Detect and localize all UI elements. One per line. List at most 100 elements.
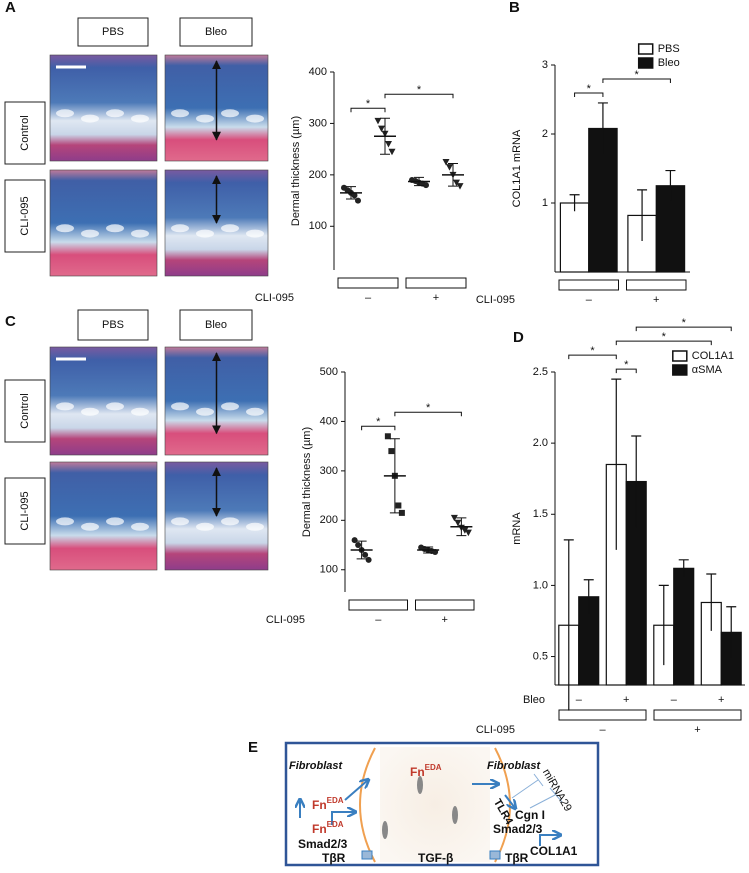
y-tick-label: 400 [320, 415, 338, 427]
error-bar [678, 559, 689, 577]
significance-bracket [602, 78, 671, 83]
column-header-box [77, 17, 149, 47]
row-header: CLI-095 [19, 196, 31, 235]
error-bar [665, 169, 676, 201]
y-tick-label: 100 [320, 564, 338, 576]
micrograph-feature [171, 517, 189, 526]
data-point [378, 125, 385, 133]
micrograph-feature [221, 224, 239, 233]
micrograph-feature [171, 109, 189, 118]
data-point [351, 192, 358, 199]
data-point [464, 529, 472, 537]
data-point [388, 448, 395, 455]
micrograph-feature [221, 109, 239, 118]
data-point [384, 433, 391, 440]
column-header: Bleo [205, 319, 227, 331]
data-point [395, 502, 402, 509]
micrograph-feature [81, 522, 99, 531]
legend-swatch [672, 364, 688, 376]
error-bar [380, 117, 390, 155]
diagram-label: TβR [322, 851, 346, 865]
micrograph-feature [131, 522, 149, 531]
panel-label: E [248, 739, 258, 756]
error-bar [583, 579, 594, 614]
data-point [454, 519, 462, 527]
micrograph-feature [196, 522, 214, 531]
group-label: – [365, 292, 372, 304]
micrograph-feature [81, 114, 99, 123]
data-point [351, 537, 358, 544]
group-label: – [375, 614, 382, 626]
data-point [398, 509, 405, 516]
column-header: PBS [102, 26, 124, 38]
column-header-box [179, 309, 253, 341]
x-tick-label: + [718, 694, 724, 706]
significance-label: * [590, 345, 595, 357]
data-point [355, 197, 361, 204]
micrograph-feature [171, 224, 189, 233]
cell-label: Fibroblast [487, 760, 542, 772]
y-tick-label: 200 [320, 514, 338, 526]
micrograph-feature [196, 229, 214, 238]
micrograph-feature [196, 114, 214, 123]
data-point [365, 556, 372, 563]
data-point [388, 148, 396, 156]
matrix [380, 747, 490, 862]
receptor [489, 850, 501, 860]
group-label: + [442, 614, 448, 626]
inhibition [529, 787, 563, 809]
micrograph-feature [171, 402, 189, 411]
fiber [417, 776, 423, 794]
micrograph-feature [106, 402, 124, 411]
group-bracket [558, 709, 647, 721]
fiber [452, 806, 458, 824]
y-tick-label: 300 [309, 117, 327, 129]
row-header-box [4, 101, 46, 165]
error-bar [637, 189, 648, 241]
significance-label: * [417, 84, 422, 96]
diagram-label: Cgn I [515, 808, 545, 822]
label-text: Fn [410, 765, 425, 779]
error-bar [423, 546, 434, 554]
error-bar [706, 573, 717, 631]
data-point [385, 141, 392, 148]
membrane [359, 747, 376, 863]
y-tick-label: 100 [309, 220, 327, 232]
panel-label: B [509, 0, 520, 16]
y-tick-label: 2.5 [533, 366, 548, 378]
y-tick-label: 400 [309, 66, 327, 78]
group-label: + [653, 294, 659, 306]
group-label: – [586, 294, 593, 306]
data-point [446, 164, 453, 171]
error-bar [611, 378, 622, 550]
label-sup: EDA [327, 820, 344, 829]
group-axis-label: CLI-095 [476, 724, 515, 736]
diagram-label: FnEDA [312, 796, 344, 812]
significance-label: * [635, 69, 640, 81]
diagram-label: TβR [505, 851, 529, 865]
cell-label: Fibroblast [289, 760, 344, 772]
y-tick-label: 0.5 [533, 650, 548, 662]
micrograph-feature [56, 109, 74, 118]
legend-label: COL1A1 [692, 350, 734, 362]
micrograph-feature [221, 402, 239, 411]
significance-bracket [568, 354, 617, 360]
group-bracket [337, 277, 399, 289]
y-tick-label: 300 [320, 465, 338, 477]
error-bar [631, 435, 642, 528]
panel-label: C [5, 313, 16, 330]
label-text: Fn [312, 822, 327, 836]
bar [559, 202, 590, 273]
y-tick-label: 1.0 [533, 579, 548, 591]
group-label: + [433, 292, 439, 304]
significance-bracket [394, 411, 462, 417]
inhibition [511, 773, 544, 799]
group-label: – [599, 724, 606, 736]
significance-label: * [662, 331, 667, 343]
significance-label: * [587, 83, 592, 95]
significance-bracket [615, 368, 637, 374]
column-header-box [179, 17, 253, 47]
y-axis-label: Dermal thickness (µm) [290, 116, 302, 226]
micrograph-feature [131, 407, 149, 416]
